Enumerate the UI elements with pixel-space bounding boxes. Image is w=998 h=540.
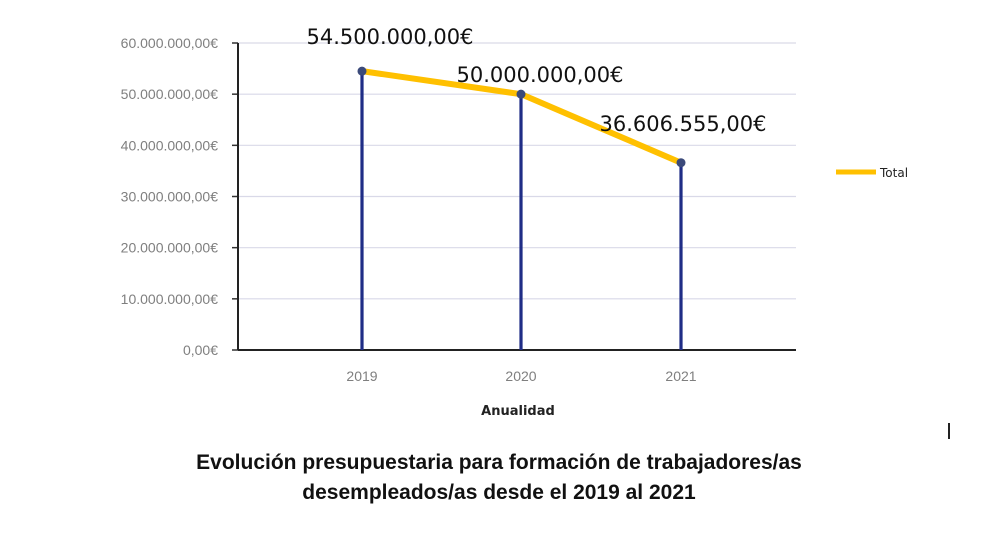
data-point [357, 66, 367, 76]
figure-caption: Evolución presupuestaria para formación … [0, 448, 998, 508]
y-tick-label: 50.000.000,00€ [121, 86, 219, 102]
series-total [357, 66, 686, 168]
x-tick-labels: 2019 2020 2021 [346, 368, 696, 384]
budget-line-chart: 0,00€ 10.000.000,00€ 20.000.000,00€ 30.000.… [121, 25, 908, 419]
x-axis-title: Anualidad [481, 404, 555, 419]
data-point [516, 89, 526, 99]
data-label: 54.500.000,00€ [307, 25, 474, 49]
y-tick-label: 10.000.000,00€ [121, 291, 219, 307]
y-tick-label: 60.000.000,00€ [121, 35, 219, 51]
caption-line-1: Evolución presupuestaria para formación … [196, 451, 802, 474]
data-labels: 54.500.000,00€ 50.000.000,00€ 36.606.555,0… [307, 25, 767, 136]
y-tick-label: 0,00€ [183, 342, 218, 358]
data-label: 50.000.000,00€ [457, 63, 624, 87]
y-tick-label: 20.000.000,00€ [121, 240, 219, 256]
gridlines [232, 42, 796, 351]
caption-line-2: desempleados/as desde el 2019 al 2021 [302, 481, 696, 504]
x-tick-label: 2019 [346, 368, 377, 384]
text-cursor [948, 423, 950, 439]
x-tick-label: 2021 [665, 368, 696, 384]
drop-lines [360, 71, 683, 350]
legend-label-total: Total [879, 166, 908, 180]
x-tick-label: 2020 [505, 368, 536, 384]
y-tick-labels: 0,00€ 10.000.000,00€ 20.000.000,00€ 30.000.… [121, 35, 219, 358]
legend: Total [836, 166, 908, 180]
data-point [676, 158, 686, 168]
data-label: 36.606.555,00€ [600, 112, 767, 136]
y-tick-label: 40.000.000,00€ [121, 137, 219, 153]
axes [237, 43, 796, 351]
y-tick-label: 30.000.000,00€ [121, 189, 219, 205]
